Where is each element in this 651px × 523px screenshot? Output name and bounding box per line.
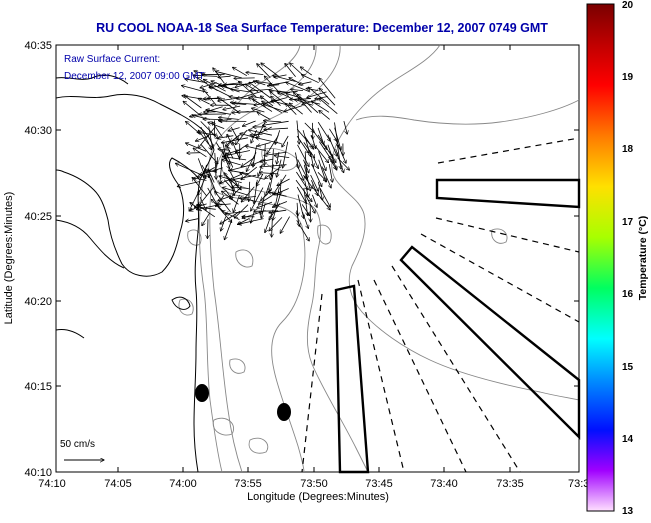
colorbar-tick-label: 18 [622,144,634,155]
y-axis-label: Latitude (Degrees:Minutes) [3,192,15,325]
y-tick-label: 40:20 [24,296,52,308]
colorbar-label: Temperature (°C) [637,216,649,301]
x-tick-label: 74:05 [104,478,132,490]
current-vector [234,78,255,79]
colorbar [587,4,614,511]
x-tick-label: 73:3 [568,478,589,490]
y-tick-label: 40:25 [24,211,52,223]
colorbar-tick-label: 15 [622,362,634,373]
x-tick-label: 73:50 [300,478,328,490]
station-marker [195,384,209,402]
x-tick: 73:3 [568,478,589,490]
current-vector [254,211,279,212]
x-tick-label: 73:35 [496,478,524,490]
colorbar-tick-label: 16 [622,289,634,300]
x-tick-label: 74:10 [38,478,66,490]
y-tick-label: 40:35 [24,40,52,52]
x-tick-label: 74:00 [169,478,197,490]
plot-frame [56,45,579,472]
x-axis-label: Longitude (Degrees:Minutes) [247,491,389,503]
colorbar-tick-label: 17 [622,217,634,228]
x-tick: 74:10 [38,478,66,490]
colorbar-ticks: 20 19 18 17 16 15 14 13 [622,0,634,517]
colorbar-tick-label: 20 [622,0,634,11]
x-tick-label: 73:45 [365,478,393,490]
x-tick-label: 73:40 [430,478,458,490]
scale-label: 50 cm/s [60,439,95,450]
y-tick-label: 40:30 [24,125,52,137]
map-title: RU COOL NOAA-18 Sea Surface Temperature:… [96,21,548,35]
y-tick-label: 40:15 [24,381,52,393]
legend-line-1: Raw Surface Current: [64,54,160,65]
station-marker [277,403,291,421]
x-tick-label: 73:55 [234,478,262,490]
colorbar-tick-label: 14 [622,434,634,445]
legend-line-2: December 12, 2007 09:00 GMT [64,71,205,82]
colorbar-tick-label: 13 [622,506,634,517]
colorbar-tick-label: 19 [622,72,634,83]
